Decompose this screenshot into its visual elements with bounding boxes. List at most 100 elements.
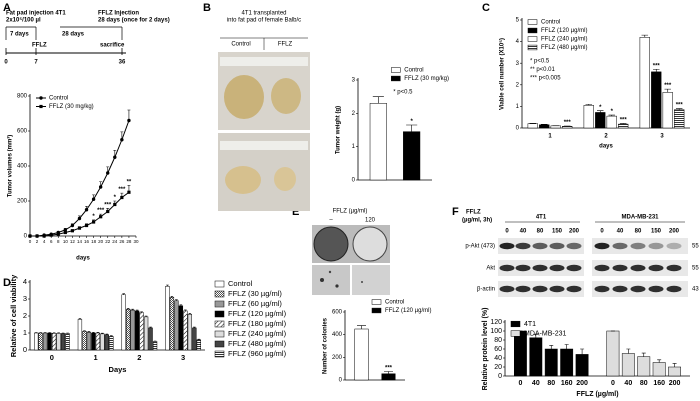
x-tick-label: 0 — [29, 239, 32, 244]
panel-label: C — [482, 2, 490, 14]
bar — [550, 125, 561, 129]
bar — [403, 131, 421, 181]
blot-band — [630, 285, 646, 293]
lane-label: 0 — [505, 229, 509, 235]
blot-band — [532, 285, 548, 293]
significance: * — [410, 119, 413, 125]
significance: ** — [127, 179, 132, 185]
legend-swatch — [214, 300, 225, 308]
blot-marker: 55 — [692, 266, 699, 272]
colony-images: FFLZ (µg/ml) – 120 — [312, 209, 390, 295]
legend-label: FFLZ (180 µg/ml) — [228, 319, 287, 328]
marker — [77, 216, 82, 221]
blot-band — [566, 242, 582, 250]
significance: *** — [385, 366, 393, 372]
y-tick-label: 800 — [17, 94, 28, 100]
legend-label: FFLZ (240 µg/ml) — [228, 329, 287, 338]
blot-band — [594, 242, 610, 250]
cell-line-label: 4T1 — [536, 215, 547, 221]
error-bar — [675, 108, 683, 110]
x-axis-label: days — [599, 144, 613, 150]
y-tick-label: 200 — [332, 355, 343, 361]
y-tick-label: 0 — [339, 378, 343, 384]
significance: *** — [620, 118, 628, 124]
marker — [120, 138, 124, 142]
timeline-text: 28 days (once for 2 days) — [98, 18, 170, 24]
legend-swatch — [391, 75, 401, 82]
timeline-tick — [5, 48, 123, 55]
x-tick-label: 3 — [181, 353, 185, 362]
blot-band — [630, 264, 646, 272]
lane-label: 150 — [651, 229, 662, 235]
colony-title: FFLZ (µg/ml) — [333, 209, 368, 215]
legend-label: Control — [404, 68, 423, 74]
bar — [174, 300, 179, 351]
bar — [196, 339, 201, 351]
y-tick-label: 3 — [23, 294, 27, 303]
ruler — [220, 57, 308, 66]
bar — [34, 332, 39, 351]
error-bar — [153, 340, 157, 342]
marker — [84, 223, 89, 228]
marker — [99, 215, 103, 219]
y-tick-label: 120 — [490, 319, 502, 326]
marker — [92, 220, 96, 224]
x-tick-label: 28 — [126, 239, 132, 244]
significance: *** — [97, 208, 105, 214]
y-tick-label: 0 — [516, 126, 520, 132]
tumor — [271, 78, 301, 114]
timeline-text: FFLZ Injection — [98, 11, 139, 17]
timeline-tick-label: 36 — [119, 60, 126, 66]
legend-label: FFLZ (960 µg/ml) — [228, 349, 287, 358]
x-tick-label: 4 — [43, 239, 46, 244]
error-bar — [166, 284, 169, 287]
micrograph — [312, 265, 350, 295]
blot-band — [549, 242, 565, 250]
y-tick-label: 0 — [498, 373, 502, 380]
y-tick-label: 60 — [494, 346, 502, 353]
error-bar — [126, 308, 130, 310]
marker — [63, 228, 68, 232]
note: ** p<0.01 — [530, 67, 556, 73]
error-bar — [193, 326, 196, 328]
x-tick-label: 14 — [77, 239, 83, 244]
error-bar — [197, 338, 201, 340]
bar — [148, 327, 153, 351]
blot-band — [549, 285, 565, 293]
legend-label: Control — [385, 300, 404, 306]
error-bar — [101, 332, 104, 334]
legend-swatch — [214, 340, 225, 348]
bar — [86, 331, 92, 351]
x-tick-label: 0 — [518, 380, 522, 387]
error-bar — [641, 352, 646, 357]
legend-label: FFLZ (30 mg/kg) — [49, 104, 94, 110]
lane-label: 80 — [635, 229, 642, 235]
error-bar — [92, 332, 95, 333]
y-tick-label: 100 — [490, 328, 502, 335]
timeline: Fat pad injection 4T1 2x10⁵/100 µl FFLZ … — [4, 11, 169, 66]
colony — [335, 284, 339, 288]
blot-row-label: β-actin — [477, 287, 495, 293]
legend-label: Control — [228, 279, 253, 288]
y-tick-label: 2 — [516, 82, 520, 88]
error-bar — [372, 96, 384, 104]
blot-band — [566, 285, 582, 293]
legend-label: FFLZ (30 mg/kg) — [404, 76, 449, 82]
error-bar — [66, 332, 69, 334]
tumor — [225, 166, 261, 194]
bar — [109, 336, 114, 351]
note: * p<0.5 — [530, 59, 550, 65]
y-tick-label: 4 — [23, 277, 27, 286]
blot-band — [499, 264, 515, 272]
bar — [527, 123, 538, 129]
blot-band — [549, 264, 565, 272]
x-tick-label: 160 — [653, 380, 665, 387]
error-bar — [34, 332, 38, 333]
legend-swatch — [214, 290, 225, 298]
legend-swatch — [39, 96, 43, 100]
bar — [91, 332, 96, 351]
bar — [192, 327, 197, 351]
legend-swatch — [39, 104, 43, 109]
error-bar — [122, 293, 125, 295]
x-tick-label: 6 — [50, 239, 53, 244]
